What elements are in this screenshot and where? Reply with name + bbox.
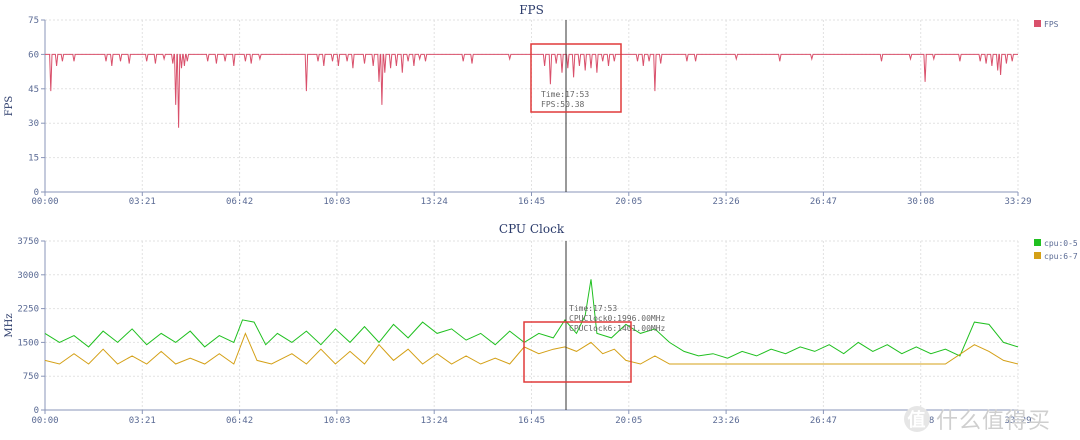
y-tick-label: 75 [28, 16, 39, 26]
x-tick-label: 30:08 [907, 197, 934, 207]
y-tick-label: 1500 [17, 338, 39, 348]
series-line-cpu:6-7 [44, 332, 1019, 365]
x-tick-label: 23:26 [713, 197, 740, 207]
y-tick-label: 3750 [17, 237, 39, 247]
y-tick-label: 30 [28, 119, 39, 129]
chart-title: FPS [519, 3, 544, 17]
legend-swatch [1034, 239, 1041, 246]
y-tick-label: 3000 [17, 271, 39, 281]
x-tick-label: 33:29 [1004, 197, 1031, 207]
x-tick-label: 23:26 [713, 416, 740, 426]
x-tick-label: 00:00 [31, 416, 58, 426]
x-tick-label: 13:24 [421, 416, 448, 426]
x-tick-label: 16:45 [518, 416, 545, 426]
x-tick-label: 16:45 [518, 197, 545, 207]
highlight-box [523, 321, 632, 383]
watermark-text: 什么值得买 [936, 409, 1052, 434]
y-tick-label: 2250 [17, 305, 39, 315]
y-tick-label: 0 [34, 406, 39, 416]
x-tick-label: 26:47 [810, 197, 837, 207]
y-axis-label: FPS [4, 96, 15, 117]
y-tick-label: 15 [28, 154, 39, 164]
watermark: 值 什么值得买 [904, 404, 1074, 434]
y-tick-label: 0 [34, 188, 39, 198]
x-tick-label: 03:21 [129, 197, 156, 207]
x-tick-label: 06:42 [226, 197, 253, 207]
series-line-FPS [45, 53, 1018, 128]
legend-label: cpu:0-5 [1044, 239, 1078, 248]
tooltip-line: CPUClock6:1401.00MHz [569, 324, 666, 333]
legend-label: cpu:6-7 [1044, 252, 1078, 261]
legend-swatch [1034, 20, 1041, 27]
x-tick-label: 20:05 [615, 197, 642, 207]
x-tick-label: 03:21 [129, 416, 156, 426]
y-tick-label: 45 [28, 85, 39, 95]
y-axis-label: MHz [4, 313, 15, 337]
x-tick-label: 13:24 [421, 197, 448, 207]
x-tick-label: 10:03 [323, 416, 350, 426]
x-tick-label: 00:00 [31, 197, 58, 207]
watermark-logo: 值 [904, 406, 930, 432]
tooltip-line: Time:17:53 [541, 90, 589, 99]
x-tick-label: 10:03 [323, 197, 350, 207]
series-line-cpu:0-5 [44, 279, 1019, 359]
y-tick-label: 60 [28, 50, 39, 60]
tooltip-line: FPS:50.38 [541, 100, 585, 109]
x-tick-label: 06:42 [226, 416, 253, 426]
tooltip-line: Time:17:53 [569, 304, 617, 313]
x-tick-label: 26:47 [810, 416, 837, 426]
x-tick-label: 33:29 [1004, 416, 1031, 426]
legend-label: FPS [1044, 20, 1059, 29]
y-tick-label: 750 [23, 372, 39, 382]
chart-title: CPU Clock [499, 222, 565, 236]
legend-swatch [1034, 252, 1041, 259]
x-tick-label: 20:05 [615, 416, 642, 426]
tooltip-line: CPUClock0:1996.00MHz [569, 314, 666, 323]
highlight-box [530, 43, 622, 113]
